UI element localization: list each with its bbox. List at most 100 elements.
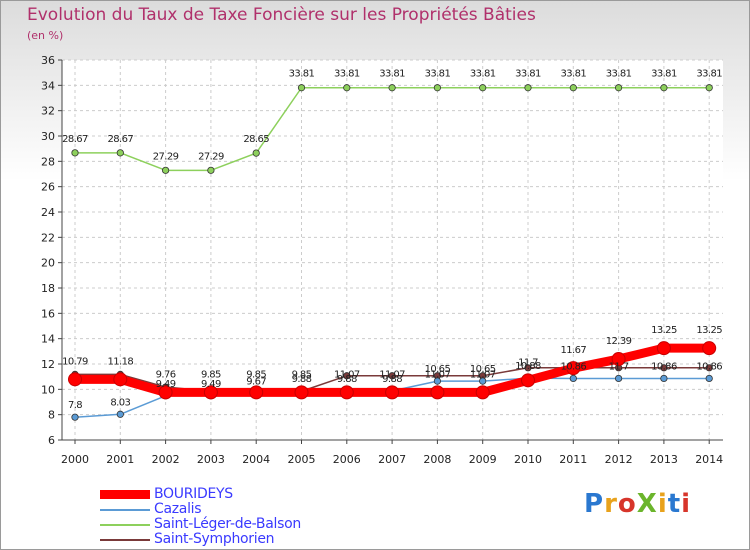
y-tick-label: 28: [41, 155, 55, 168]
data-point: [113, 372, 128, 387]
y-tick-label: 16: [41, 307, 55, 320]
proxiti-logo: ProXiti: [584, 489, 692, 519]
x-tick-label: 2008: [423, 453, 451, 466]
data-label: 28.67: [62, 134, 88, 145]
y-tick-label: 12: [41, 358, 55, 371]
data-label: 33.81: [606, 69, 632, 80]
data-point: [71, 413, 79, 421]
data-point: [71, 149, 79, 157]
y-tick-label: 10: [41, 383, 55, 396]
data-point: [614, 374, 623, 383]
x-tick-label: 2001: [106, 453, 134, 466]
y-tick-label: 30: [41, 130, 55, 143]
data-label: 11.07: [470, 369, 496, 380]
data-point: [339, 385, 354, 400]
y-tick-label: 22: [41, 231, 55, 244]
data-point: [705, 364, 713, 372]
data-point: [297, 84, 306, 92]
tick-labels: 6 8 10 12 14 16 18 20 22 24 26 28 30 32 34 36 2000 2001 20…: [41, 54, 723, 466]
data-label: 13.25: [696, 325, 722, 336]
x-tick-label: 2003: [197, 453, 225, 466]
data-label: 33.81: [696, 69, 722, 80]
data-point: [705, 374, 713, 383]
data-point: [479, 84, 487, 92]
y-tick-label: 20: [41, 257, 55, 270]
data-point: [660, 364, 668, 372]
x-tick-label: 2011: [559, 453, 587, 466]
y-tick-label: 8: [48, 409, 55, 422]
data-point: [388, 84, 396, 92]
data-point: [249, 385, 264, 400]
data-point: [343, 84, 351, 92]
data-point: [479, 377, 487, 385]
data-label: 33.81: [560, 69, 586, 80]
data-point: [116, 410, 124, 418]
x-tick-label: 2004: [242, 453, 270, 466]
data-label: 10.88: [515, 361, 541, 372]
data-point: [68, 372, 82, 387]
chart-title: Evolution du Taux de Taxe Foncière sur l…: [27, 5, 536, 25]
data-point: [116, 149, 124, 157]
y-tick-label: 6: [48, 434, 55, 447]
legend-item: BOURIDEYS: [100, 487, 301, 502]
data-label: 10.86: [696, 361, 722, 372]
y-tick-label: 24: [41, 206, 55, 219]
data-label: 9.49: [201, 379, 221, 390]
data-label: 9.85: [201, 369, 221, 380]
legend-label: Saint-Symphorien: [154, 531, 275, 547]
legend-swatch: [100, 490, 150, 499]
legend-swatch: [100, 508, 150, 511]
data-label: 8.03: [110, 397, 130, 408]
legend-label: Cazalis: [154, 501, 202, 517]
data-label: 11.7: [609, 361, 629, 372]
legend-swatch: [100, 523, 150, 526]
x-tick-label: 2013: [650, 453, 678, 466]
data-point: [430, 385, 445, 400]
data-point: [660, 374, 668, 383]
data-label: 9.85: [292, 369, 312, 380]
data-label: 11.07: [379, 369, 405, 380]
y-tick-label: 34: [41, 79, 55, 92]
data-point: [569, 84, 577, 92]
data-label: 27.29: [198, 151, 224, 162]
data-point: [475, 385, 490, 400]
data-point: [656, 341, 671, 356]
data-point: [569, 374, 577, 383]
legend-label: BOURIDEYS: [154, 486, 233, 502]
legend-item: Saint-Symphorien: [100, 532, 301, 547]
y-tick-label: 26: [41, 181, 55, 194]
x-tick-label: 2000: [61, 453, 89, 466]
data-label: 9.88: [382, 374, 402, 385]
legend-item: Cazalis: [100, 502, 301, 517]
data-label: 10.86: [560, 361, 586, 372]
data-label: 9.67: [246, 377, 266, 388]
data-label: 33.81: [515, 69, 541, 80]
data-label: 13.25: [651, 325, 677, 336]
x-tick-label: 2010: [514, 453, 542, 466]
data-label: 33.81: [425, 69, 451, 80]
data-label: 28.65: [243, 134, 269, 145]
x-tick-label: 2012: [605, 453, 633, 466]
y-tick-label: 18: [41, 282, 55, 295]
legend-label: Saint-Léger-de-Balson: [154, 516, 301, 532]
data-label: 27.29: [153, 151, 179, 162]
x-tick-label: 2002: [152, 453, 180, 466]
data-point: [294, 385, 309, 400]
data-label: 33.81: [651, 69, 677, 80]
data-point: [705, 84, 713, 92]
data-point: [388, 372, 396, 380]
axes: [58, 59, 723, 444]
data-label: 7.8: [68, 400, 82, 411]
data-point: [203, 385, 218, 400]
data-point: [343, 372, 351, 380]
legend-swatch: [100, 538, 150, 541]
data-point: [702, 341, 717, 356]
y-axis-unit: (en %): [27, 29, 64, 42]
data-point: [252, 149, 260, 157]
data-label: 10.65: [470, 364, 496, 375]
data-label: 33.81: [334, 69, 360, 80]
data-point: [524, 364, 532, 372]
data-point: [158, 385, 173, 400]
data-label: 12.39: [606, 336, 632, 347]
data-label: 9.88: [292, 374, 312, 385]
